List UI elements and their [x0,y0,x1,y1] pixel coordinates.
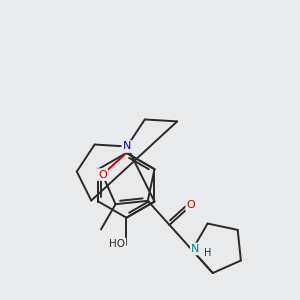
Text: O: O [187,200,196,210]
Text: N: N [191,244,200,254]
Text: H: H [204,248,211,258]
Text: O: O [98,169,107,180]
Text: N: N [123,142,131,152]
Text: HO: HO [109,239,125,249]
